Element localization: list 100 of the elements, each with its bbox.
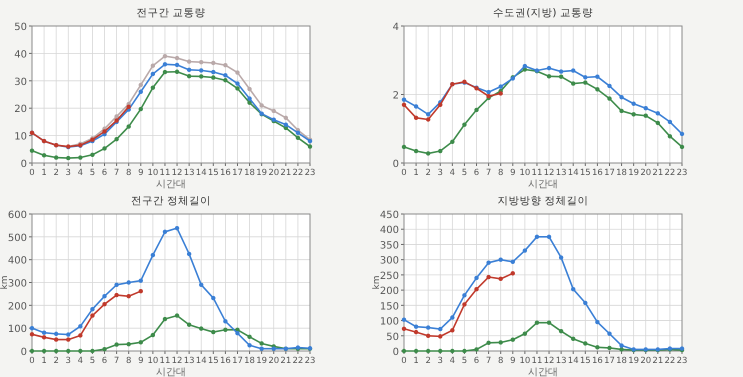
point [138, 278, 143, 283]
point [54, 155, 58, 160]
x-tick-label: 22 [292, 168, 304, 178]
x-tick-label: 9 [510, 168, 516, 178]
point [247, 96, 252, 101]
point [438, 102, 442, 107]
point [174, 226, 180, 230]
point [66, 156, 70, 160]
point [450, 140, 455, 144]
point [668, 120, 672, 124]
x-tick-label: 5 [90, 356, 96, 366]
y-tick-label: 600 [8, 210, 27, 221]
point [462, 302, 467, 307]
x-tick-label: 12 [172, 168, 182, 178]
point [150, 72, 156, 76]
point [296, 136, 300, 140]
chart-title: 전구간 교통량 [136, 7, 206, 19]
point [546, 66, 552, 70]
x-axis-title: 시간대 [528, 179, 558, 190]
point [186, 68, 192, 72]
x-tick-label: 8 [126, 356, 132, 366]
point [438, 326, 442, 332]
point [150, 85, 156, 90]
point [114, 282, 119, 287]
point [114, 114, 119, 119]
point [235, 70, 240, 75]
point [174, 62, 180, 68]
point [272, 346, 276, 351]
point [174, 56, 180, 60]
point [414, 324, 418, 329]
point [162, 54, 168, 58]
point [259, 341, 264, 346]
point [90, 313, 95, 318]
point [223, 328, 228, 332]
point [247, 86, 252, 92]
y-tick-label: 50 [14, 22, 27, 33]
point [199, 60, 204, 64]
point [259, 346, 264, 351]
x-tick-label: 10 [519, 356, 530, 366]
point [162, 230, 168, 234]
point [223, 319, 228, 324]
point [186, 59, 192, 64]
point [199, 74, 204, 79]
x-tick-label: 14 [196, 356, 207, 366]
x-tick-label: 0 [401, 168, 407, 178]
y-tick-label: 350 [380, 240, 399, 252]
y-tick-label: 100 [380, 316, 399, 328]
point [138, 82, 143, 88]
x-tick-label: 12 [544, 356, 554, 366]
x-tick-label: 22 [292, 356, 304, 366]
point [571, 81, 576, 86]
point [498, 340, 503, 345]
y-tick-label: 200 [8, 301, 27, 312]
y-tick-label: 0 [20, 347, 27, 358]
point [522, 64, 528, 68]
point [607, 84, 612, 88]
point [402, 317, 406, 322]
chart-title: 지방방향 정체길이 [497, 195, 589, 207]
point [498, 276, 503, 282]
point [631, 102, 636, 106]
x-tick-label: 22 [664, 168, 676, 178]
point [644, 114, 648, 118]
x-tick-label: 9 [138, 356, 144, 366]
point [114, 136, 119, 142]
x-tick-label: 4 [450, 356, 456, 366]
point [462, 293, 467, 298]
point [498, 84, 503, 89]
point [138, 90, 143, 94]
point [414, 104, 418, 109]
point [223, 62, 228, 68]
chart-title: 전구간 정체길이 [130, 195, 212, 207]
point [534, 234, 540, 240]
point [102, 146, 107, 151]
x-tick-label: 18 [244, 168, 255, 178]
point [619, 347, 624, 352]
point [259, 103, 264, 108]
point [619, 95, 624, 100]
point [235, 86, 240, 91]
x-tick-label: 20 [640, 356, 652, 366]
point [558, 74, 564, 79]
point [595, 320, 600, 324]
point [583, 341, 588, 346]
x-tick-label: 2 [425, 356, 431, 366]
point [402, 102, 406, 107]
x-tick-label: 2 [53, 356, 59, 366]
point [583, 80, 588, 85]
point [414, 330, 418, 334]
x-tick-label: 7 [114, 168, 120, 178]
x-tick-label: 19 [256, 356, 268, 366]
point [595, 345, 600, 350]
point [402, 326, 406, 331]
x-tick-label: 1 [413, 168, 419, 178]
point [186, 252, 192, 256]
x-tick-label: 11 [532, 356, 542, 366]
point [138, 288, 143, 294]
point [247, 100, 252, 105]
x-tick-label: 14 [196, 168, 207, 178]
x-tick-label: 23 [676, 168, 688, 178]
x-tick-label: 5 [462, 356, 468, 366]
point [30, 332, 34, 337]
